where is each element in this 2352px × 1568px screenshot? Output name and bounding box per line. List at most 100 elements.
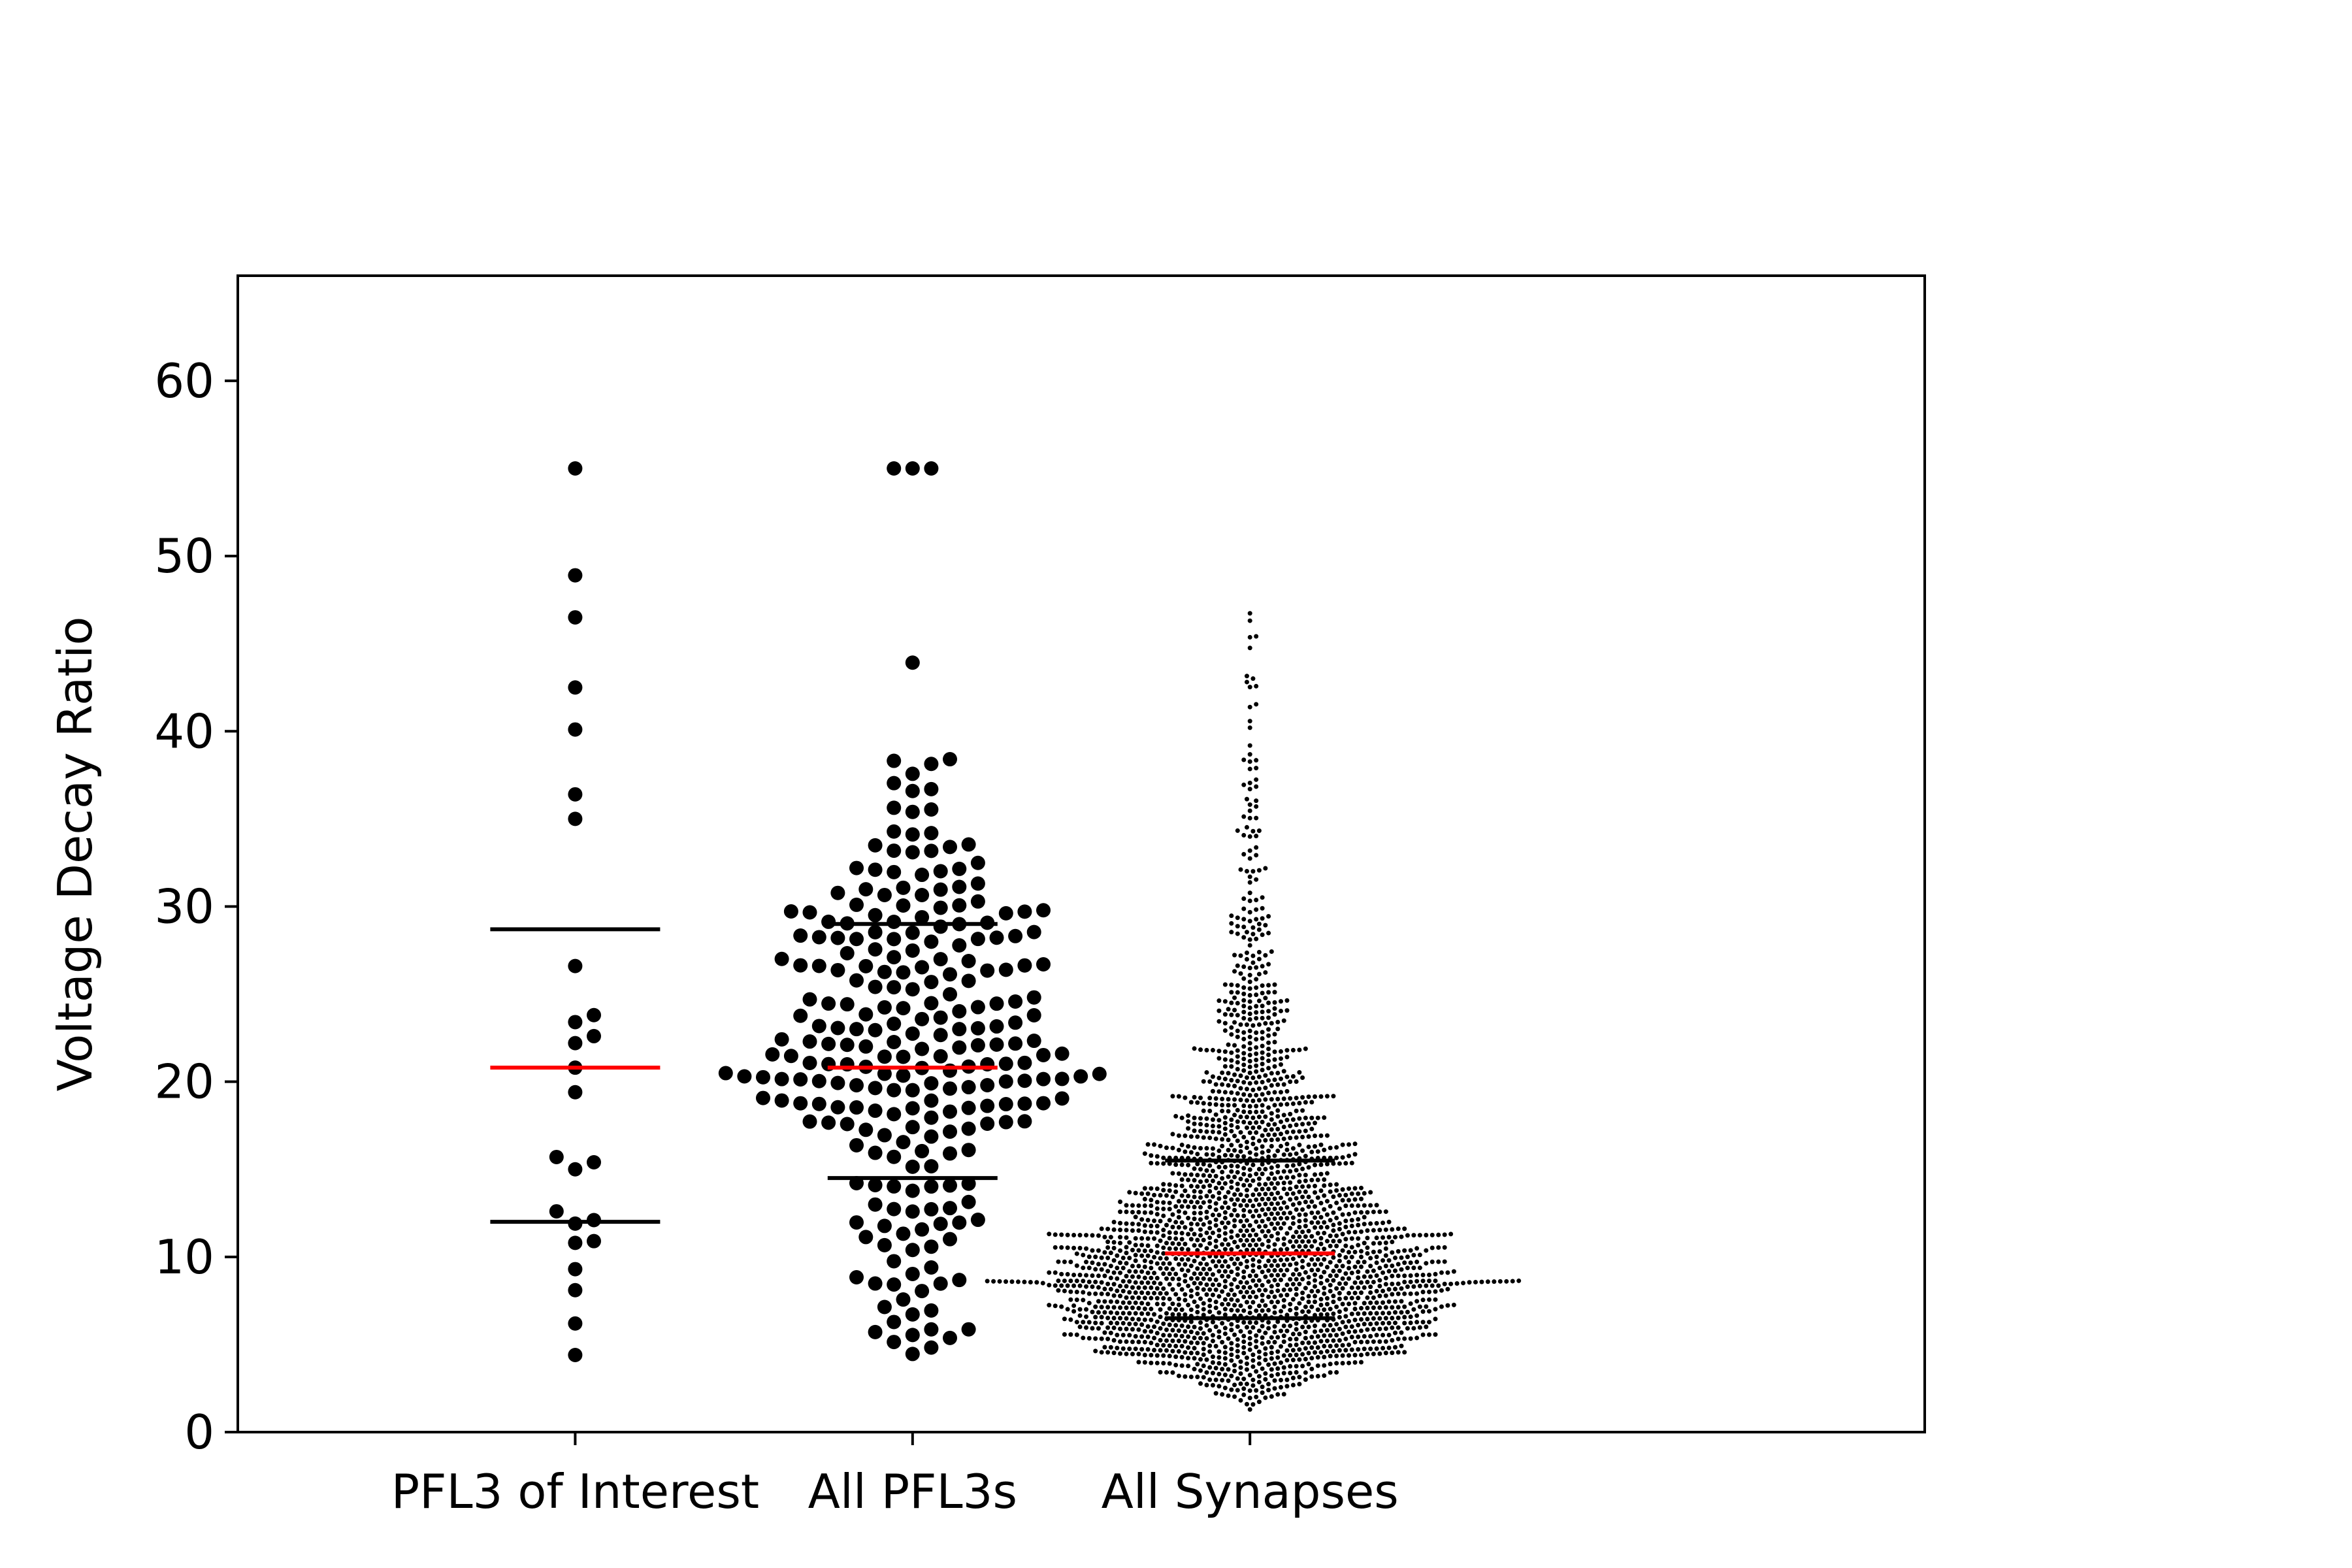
data-point-all-synapses <box>1229 1229 1234 1234</box>
data-point-all-pfl3s <box>1008 1015 1023 1030</box>
data-point-all-synapses <box>1429 1245 1435 1250</box>
data-point-all-synapses <box>1263 1097 1268 1102</box>
data-point-all-synapses <box>1244 825 1249 830</box>
data-point-all-synapses <box>1250 828 1256 834</box>
data-point-all-synapses <box>1222 1077 1228 1082</box>
data-point-all-synapses <box>1068 1259 1073 1264</box>
data-point-all-synapses <box>1084 1233 1089 1238</box>
data-point-all-synapses <box>1349 1218 1354 1223</box>
data-point-all-synapses <box>1433 1297 1438 1302</box>
data-point-all-synapses <box>1396 1325 1401 1330</box>
data-point-all-synapses <box>1229 1012 1234 1017</box>
data-point-all-synapses <box>1124 1316 1129 1321</box>
data-point-all-synapses <box>1279 1226 1283 1231</box>
data-point-all-synapses <box>1074 1320 1079 1325</box>
data-point-all-synapses <box>1149 1210 1154 1215</box>
data-point-all-synapses <box>1256 1182 1262 1187</box>
data-point-all-synapses <box>1139 1280 1145 1285</box>
data-point-all-synapses <box>1192 1356 1197 1361</box>
data-point-all-synapses <box>1195 1340 1200 1345</box>
data-point-all-synapses <box>1328 1145 1333 1151</box>
data-point-all-synapses <box>1343 1314 1348 1319</box>
data-point-all-synapses <box>1207 1079 1213 1085</box>
data-point-all-synapses <box>1272 1132 1277 1137</box>
data-point-all-synapses <box>1256 868 1262 873</box>
data-point-all-synapses <box>1322 1323 1327 1328</box>
data-point-all-synapses <box>1204 1194 1209 1199</box>
data-point-all-synapses <box>1226 1274 1231 1279</box>
data-point-all-synapses <box>1254 1016 1259 1021</box>
data-point-all-synapses <box>1195 1100 1200 1105</box>
data-point-all-synapses <box>1009 1279 1015 1284</box>
data-point-all-pfl3s <box>868 1324 883 1339</box>
data-point-all-synapses <box>1105 1305 1111 1310</box>
data-point-all-synapses <box>1201 1341 1206 1346</box>
data-point-all-synapses <box>1158 1315 1163 1320</box>
data-point-all-synapses <box>1260 1119 1265 1124</box>
data-point-all-synapses <box>1250 1087 1256 1092</box>
data-point-all-synapses <box>1328 1260 1333 1265</box>
data-point-all-synapses <box>1238 1177 1243 1182</box>
data-point-all-synapses <box>1383 1240 1388 1245</box>
data-point-all-synapses <box>1133 1280 1138 1285</box>
data-point-all-synapses <box>1229 990 1234 995</box>
data-point-all-synapses <box>1142 1339 1147 1345</box>
data-point-all-synapses <box>1256 1167 1262 1172</box>
data-point-all-synapses <box>1315 1210 1320 1215</box>
data-point-all-synapses <box>1377 1339 1382 1345</box>
data-point-all-pfl3s <box>896 1001 911 1016</box>
data-point-all-synapses <box>1235 1324 1240 1329</box>
data-point-all-synapses <box>1213 1365 1218 1371</box>
data-point-all-synapses <box>1158 1266 1163 1271</box>
data-point-all-synapses <box>1074 1298 1079 1303</box>
data-point-all-synapses <box>1300 1134 1305 1139</box>
data-point-all-pfl3s <box>905 1307 920 1322</box>
data-point-all-synapses <box>1086 1291 1092 1296</box>
data-point-all-synapses <box>1340 1187 1345 1192</box>
data-point-all-synapses <box>1318 1188 1324 1193</box>
data-point-all-synapses <box>1318 1297 1324 1302</box>
data-point-all-synapses <box>1300 1239 1305 1244</box>
data-point-all-synapses <box>1238 1237 1243 1243</box>
data-point-all-synapses <box>1229 1058 1234 1063</box>
data-point-all-synapses <box>1229 1247 1234 1252</box>
data-point-all-synapses <box>1161 1261 1166 1266</box>
data-point-all-synapses <box>1279 1377 1283 1382</box>
data-point-all-synapses <box>1235 1028 1240 1034</box>
data-point-all-synapses <box>1192 1178 1197 1183</box>
data-point-all-synapses <box>1275 1392 1281 1397</box>
data-point-all-synapses <box>1247 1373 1252 1378</box>
data-point-all-synapses <box>1093 1336 1098 1341</box>
data-point-all-synapses <box>1254 683 1259 689</box>
data-point-all-synapses <box>1170 1132 1175 1137</box>
data-point-all-synapses <box>1195 1276 1200 1281</box>
data-point-all-synapses <box>1161 1333 1166 1338</box>
data-point-all-pfl3s <box>849 1137 864 1152</box>
data-point-all-synapses <box>1213 1277 1218 1282</box>
data-point-all-synapses <box>1442 1281 1447 1286</box>
data-point-all-synapses <box>1266 1052 1271 1057</box>
data-point-all-synapses <box>1226 1264 1231 1269</box>
data-point-all-synapses <box>1059 1283 1064 1288</box>
data-point-all-synapses <box>1396 1226 1401 1232</box>
data-point-all-synapses <box>1124 1339 1129 1345</box>
data-point-all-synapses <box>1260 1269 1265 1275</box>
data-point-all-synapses <box>1142 1223 1147 1228</box>
data-point-all-synapses <box>1173 1343 1179 1348</box>
data-point-all-synapses <box>1235 1054 1240 1059</box>
data-point-all-synapses <box>1210 1272 1215 1277</box>
data-point-all-synapses <box>1229 930 1234 935</box>
data-point-all-pfl3s <box>896 1226 911 1241</box>
data-point-all-pfl3s <box>1008 994 1023 1009</box>
data-point-all-synapses <box>1071 1232 1077 1237</box>
data-point-all-pfl3s <box>877 1128 892 1143</box>
data-point-all-pfl3s <box>924 1076 939 1091</box>
data-point-all-synapses <box>1139 1322 1145 1327</box>
data-point-all-synapses <box>1186 1119 1191 1124</box>
data-point-all-synapses <box>1263 866 1268 871</box>
data-point-all-pfl3s <box>793 1096 808 1111</box>
data-point-all-pfl3s <box>915 1222 930 1237</box>
data-point-all-synapses <box>1059 1245 1064 1250</box>
data-point-all-synapses <box>1238 1086 1243 1091</box>
data-point-all-synapses <box>1229 1197 1234 1202</box>
